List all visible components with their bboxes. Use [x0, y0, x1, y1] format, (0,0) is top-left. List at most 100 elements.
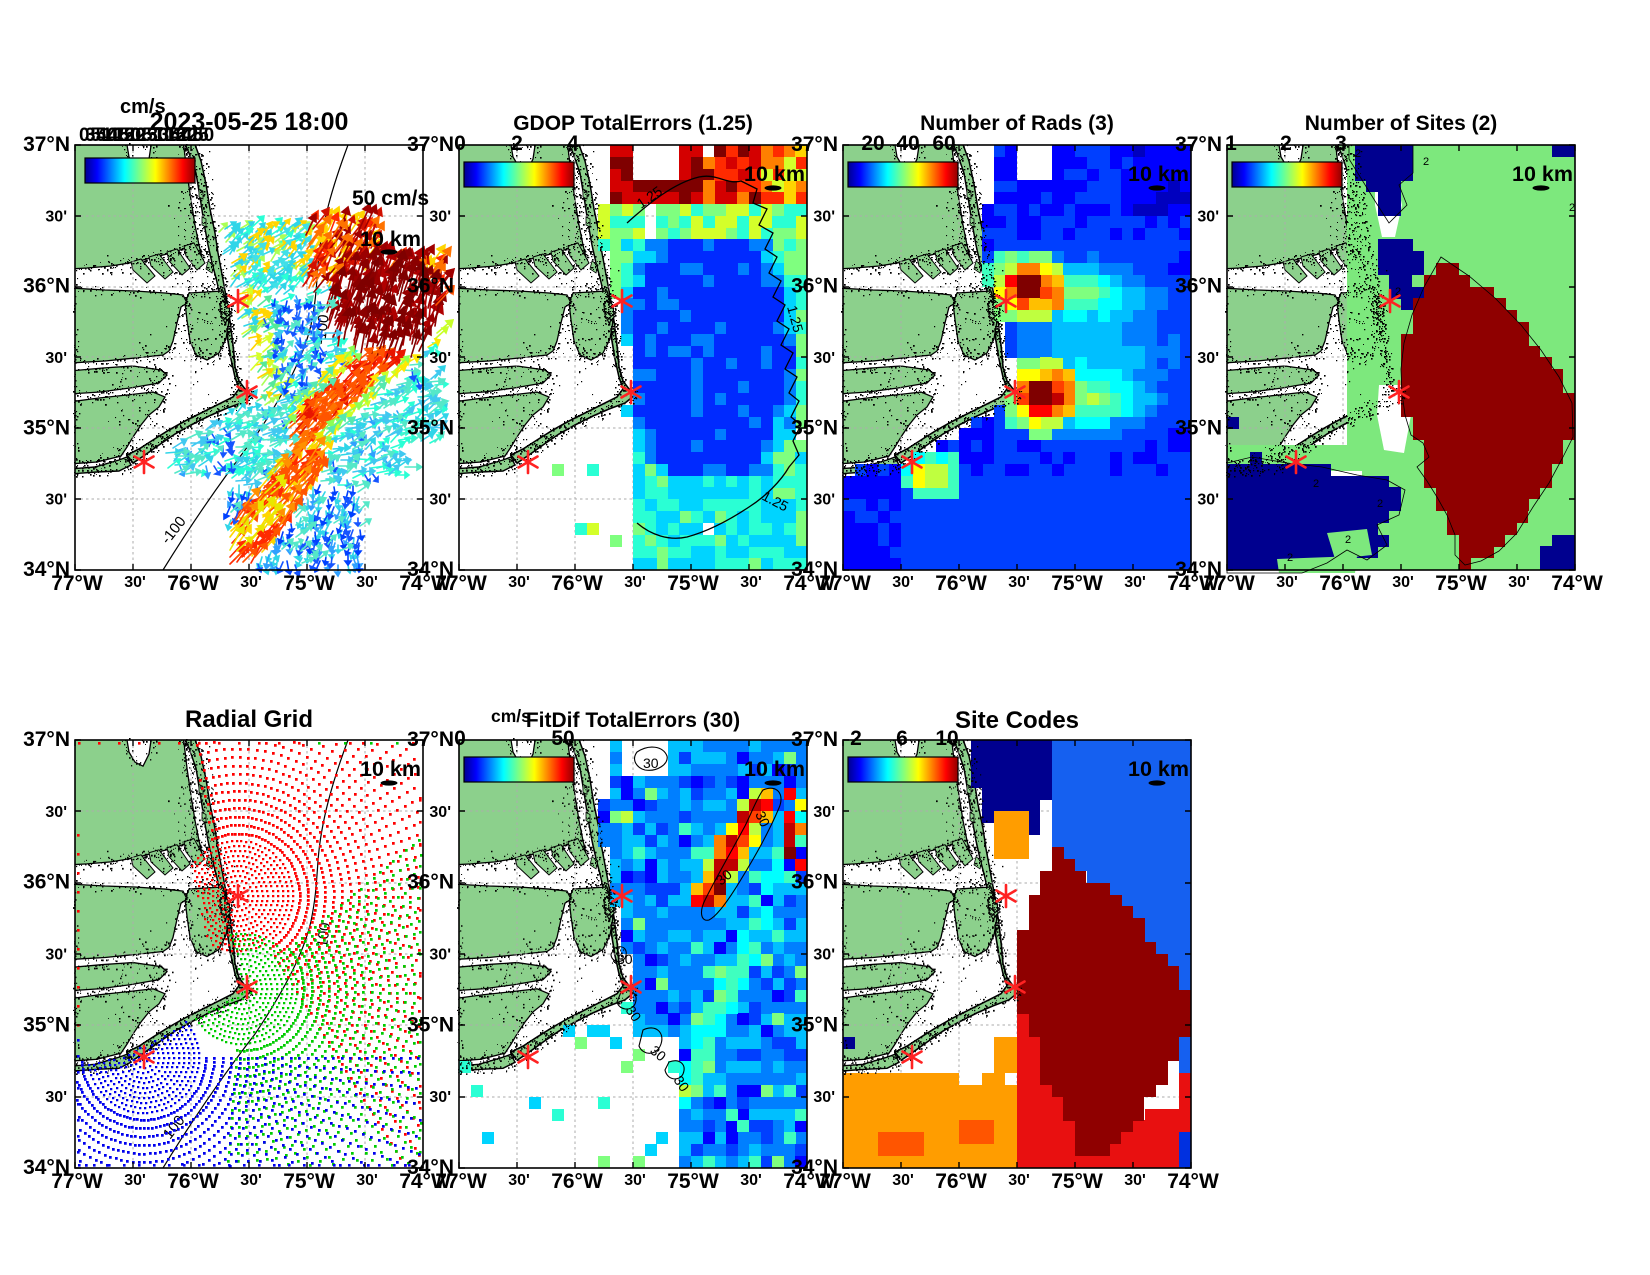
svg-text:30': 30'	[45, 1089, 67, 1106]
svg-text:34°N: 34°N	[791, 1156, 838, 1179]
svg-text:30': 30'	[356, 1172, 378, 1189]
svg-text:77°W: 77°W	[819, 1170, 871, 1193]
svg-text:75°W: 75°W	[667, 572, 719, 595]
svg-text:35°N: 35°N	[791, 1013, 838, 1036]
svg-text:30': 30'	[740, 1172, 762, 1189]
svg-text:Site Codes: Site Codes	[955, 707, 1079, 734]
svg-text:30': 30'	[508, 1172, 530, 1189]
svg-text:30': 30'	[429, 947, 451, 964]
svg-text:60: 60	[932, 132, 955, 155]
svg-text:76°W: 76°W	[935, 572, 987, 595]
svg-text:30': 30'	[1197, 208, 1219, 225]
svg-text:50: 50	[193, 125, 214, 146]
svg-text:30': 30'	[892, 574, 914, 591]
svg-text:10: 10	[102, 125, 123, 146]
svg-text:36°N: 36°N	[23, 871, 70, 894]
svg-text:30': 30'	[1197, 350, 1219, 367]
svg-text:2: 2	[1287, 552, 1293, 564]
svg-text:cm/s: cm/s	[120, 96, 166, 118]
svg-text:30': 30'	[45, 492, 67, 509]
svg-text:30': 30'	[892, 1172, 914, 1189]
svg-text:10: 10	[153, 125, 174, 146]
svg-text:35°N: 35°N	[1175, 416, 1222, 439]
svg-text:36°N: 36°N	[791, 275, 838, 298]
svg-text:30: 30	[752, 809, 773, 830]
svg-text:76°W: 76°W	[167, 1170, 219, 1193]
svg-text:0: 0	[131, 125, 142, 146]
svg-text:77°W: 77°W	[435, 1170, 487, 1193]
svg-text:30: 30	[643, 755, 659, 771]
svg-text:30': 30'	[1124, 1172, 1146, 1189]
svg-text:25: 25	[188, 125, 210, 146]
svg-text:30': 30'	[1392, 574, 1414, 591]
svg-text:Number of Sites (2): Number of Sites (2)	[1305, 112, 1498, 135]
svg-text:10 km: 10 km	[1512, 162, 1573, 186]
svg-text:10 km: 10 km	[360, 227, 421, 251]
svg-text:30': 30'	[240, 574, 262, 591]
svg-text:30': 30'	[813, 804, 835, 821]
svg-text:30: 30	[147, 125, 168, 146]
svg-text:30': 30'	[813, 208, 835, 225]
svg-text:74°W: 74°W	[783, 1170, 835, 1193]
svg-text:1: 1	[1225, 132, 1237, 155]
svg-text:40: 40	[896, 132, 919, 155]
svg-text:2: 2	[850, 727, 862, 750]
svg-text:37°N: 37°N	[1175, 133, 1222, 156]
svg-text:0: 0	[454, 132, 466, 155]
svg-text:76°W: 76°W	[1319, 572, 1371, 595]
svg-text:75°W: 75°W	[283, 572, 335, 595]
svg-text:37°N: 37°N	[791, 728, 838, 751]
svg-text:30': 30'	[1008, 1172, 1030, 1189]
svg-text:30': 30'	[624, 574, 646, 591]
svg-text:45: 45	[182, 125, 204, 146]
svg-text:50 cm/s: 50 cm/s	[352, 187, 429, 210]
svg-text:35°N: 35°N	[23, 416, 70, 439]
svg-text:30': 30'	[429, 350, 451, 367]
svg-text:0: 0	[79, 125, 90, 146]
svg-text:GDOP TotalErrors (1.25): GDOP TotalErrors (1.25)	[513, 112, 753, 135]
svg-text:20: 20	[125, 125, 146, 146]
svg-text:10 km: 10 km	[1128, 757, 1189, 781]
svg-text:30': 30'	[429, 1089, 451, 1106]
svg-text:25: 25	[136, 125, 158, 146]
svg-text:77°W: 77°W	[1203, 572, 1255, 595]
svg-text:34°N: 34°N	[407, 558, 454, 581]
svg-text:30': 30'	[240, 1172, 262, 1189]
svg-text:34°N: 34°N	[23, 558, 70, 581]
svg-text:75°W: 75°W	[1051, 572, 1103, 595]
svg-text:34°N: 34°N	[407, 1156, 454, 1179]
svg-text:20: 20	[861, 132, 884, 155]
svg-text:2: 2	[1423, 156, 1429, 168]
svg-text:30': 30'	[1124, 574, 1146, 591]
svg-text:34°N: 34°N	[1175, 558, 1222, 581]
svg-text:15: 15	[113, 125, 135, 146]
svg-text:1.25: 1.25	[784, 304, 807, 335]
svg-text:35: 35	[159, 125, 181, 146]
svg-text:76°W: 76°W	[551, 572, 603, 595]
svg-text:cm/s: cm/s	[491, 706, 531, 726]
svg-text:30': 30'	[45, 350, 67, 367]
svg-text:FitDif TotalErrors (30): FitDif TotalErrors (30)	[526, 709, 740, 732]
svg-text:30': 30'	[1508, 574, 1530, 591]
svg-text:6: 6	[896, 727, 908, 750]
svg-text:36°N: 36°N	[1175, 275, 1222, 298]
svg-text:30': 30'	[45, 804, 67, 821]
svg-text:3: 3	[1335, 132, 1347, 155]
svg-text:37°N: 37°N	[407, 133, 454, 156]
svg-text:37°N: 37°N	[791, 133, 838, 156]
svg-text:2: 2	[511, 132, 523, 155]
svg-text:36°N: 36°N	[23, 275, 70, 298]
svg-text:74°W: 74°W	[1167, 572, 1219, 595]
svg-text:30': 30'	[813, 492, 835, 509]
svg-text:10 km: 10 km	[744, 162, 805, 186]
svg-text:30: 30	[617, 951, 633, 967]
svg-text:30': 30'	[813, 350, 835, 367]
svg-text:74°W: 74°W	[1551, 572, 1603, 595]
svg-text:Radial Grid: Radial Grid	[185, 706, 313, 733]
svg-text:2023-05-25 18:00: 2023-05-25 18:00	[150, 108, 349, 136]
svg-text:76°W: 76°W	[935, 1170, 987, 1193]
svg-text:50: 50	[119, 125, 140, 146]
svg-text:76°W: 76°W	[551, 1170, 603, 1193]
svg-text:30': 30'	[813, 1089, 835, 1106]
svg-text:30': 30'	[124, 574, 146, 591]
